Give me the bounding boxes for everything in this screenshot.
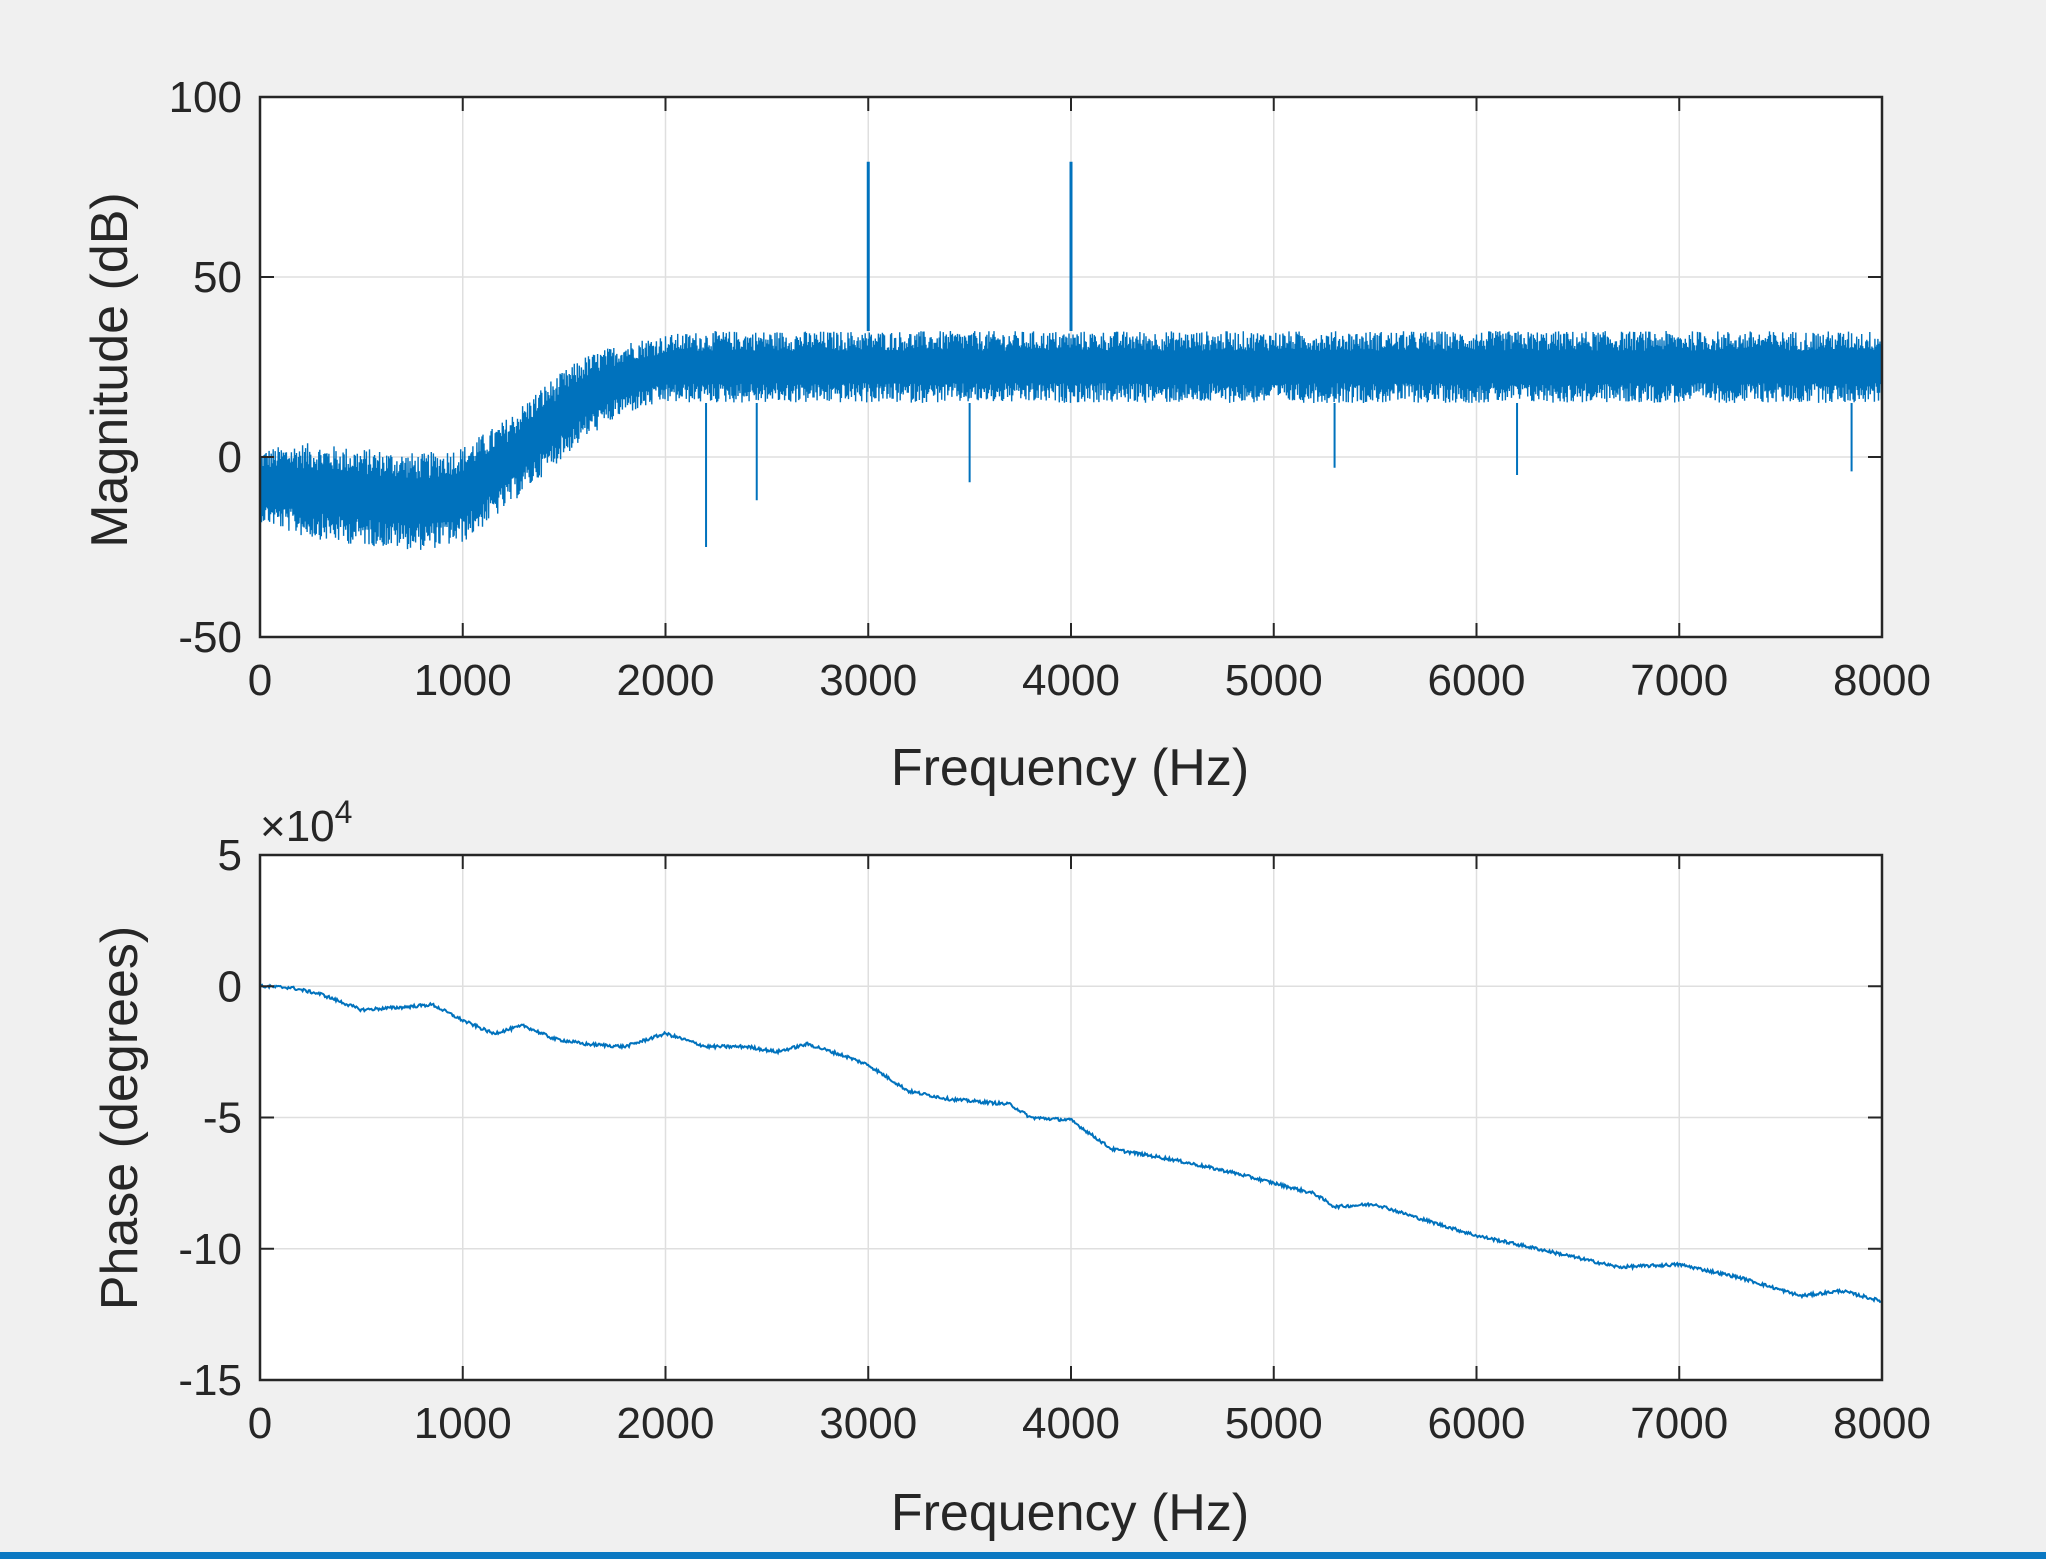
- y-tick-label: 50: [193, 253, 242, 302]
- magnitude-y-axis-label: Magnitude (dB): [81, 192, 139, 548]
- phase-y-axis-label: Phase (degrees): [91, 926, 149, 1310]
- phase-ticks: [259, 854, 1883, 1381]
- phase-series-path: [259, 983, 1883, 1304]
- x-tick-label: 8000: [1833, 656, 1931, 705]
- phase-exponent-base: ×10: [260, 802, 335, 851]
- x-tick-label: 7000: [1630, 1399, 1728, 1448]
- x-tick-label: 2000: [617, 656, 715, 705]
- x-tick-label: 3000: [819, 1399, 917, 1448]
- y-tick-label: -10: [178, 1225, 242, 1274]
- magnitude-axes: 0 1000 2000 3000 4000 5000 6000 7000 8000 100 50 0…: [81, 73, 1931, 797]
- phase-exponent-power: 4: [335, 794, 353, 830]
- magnitude-ticks: [259, 96, 1883, 638]
- magnitude-x-tick-labels: 0 1000 2000 3000 4000 5000 6000 7000 8000: [248, 656, 1931, 705]
- x-tick-label: 8000: [1833, 1399, 1931, 1448]
- x-tick-label: 5000: [1225, 1399, 1323, 1448]
- x-tick-label: 6000: [1428, 656, 1526, 705]
- x-tick-label: 1000: [414, 656, 512, 705]
- x-tick-label: 6000: [1428, 1399, 1526, 1448]
- y-tick-label: 100: [169, 73, 242, 122]
- x-tick-label: 4000: [1022, 1399, 1120, 1448]
- x-tick-label: 1000: [414, 1399, 512, 1448]
- x-tick-label: 0: [248, 656, 272, 705]
- y-tick-label: -50: [178, 613, 242, 662]
- x-tick-label: 0: [248, 1399, 272, 1448]
- x-tick-label: 7000: [1630, 656, 1728, 705]
- phase-y-tick-labels: 5 0 -5 -10 -15: [178, 831, 242, 1405]
- phase-x-axis-label: Frequency (Hz): [891, 1484, 1249, 1542]
- y-tick-label: 0: [218, 433, 242, 482]
- phase-series-line: [259, 983, 1883, 1304]
- x-tick-label: 5000: [1225, 656, 1323, 705]
- x-tick-label: 4000: [1022, 656, 1120, 705]
- y-tick-label: 5: [218, 831, 242, 880]
- phase-axes: 0 1000 2000 3000 4000 5000 6000 7000 8000 5 0 -5 -1…: [91, 794, 1931, 1542]
- phase-x-tick-labels: 0 1000 2000 3000 4000 5000 6000 7000 8000: [248, 1399, 1931, 1448]
- phase-exponent-label: ×104: [260, 794, 352, 851]
- magnitude-x-axis-label: Frequency (Hz): [891, 739, 1249, 797]
- magnitude-y-tick-labels: 100 50 0 -50: [169, 73, 242, 662]
- magnitude-series-line: [259, 161, 1883, 550]
- x-tick-label: 3000: [819, 656, 917, 705]
- y-tick-label: -15: [178, 1356, 242, 1405]
- y-tick-label: -5: [203, 1094, 242, 1143]
- x-tick-label: 2000: [617, 1399, 715, 1448]
- magnitude-series-path: [259, 330, 1883, 550]
- y-tick-label: 0: [218, 962, 242, 1011]
- window-bottom-border: [0, 1552, 2046, 1559]
